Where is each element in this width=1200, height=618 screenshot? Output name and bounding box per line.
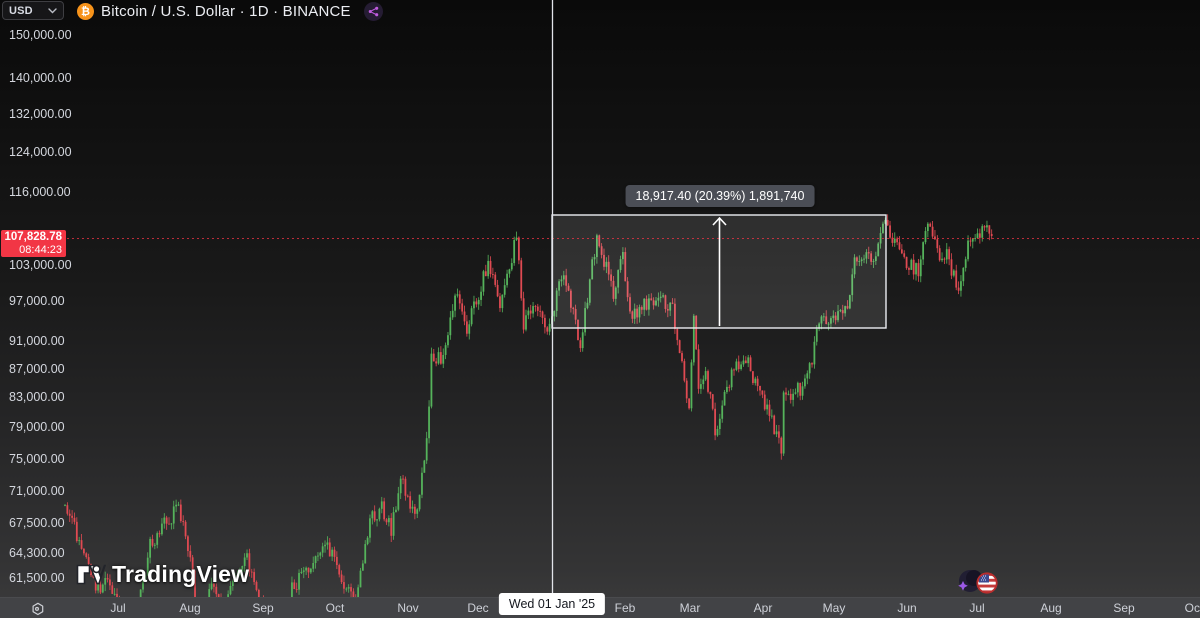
month-tick: Jun [897, 601, 917, 615]
month-tick: Oct [325, 601, 345, 615]
settings-gear-button[interactable] [28, 600, 46, 617]
price-tick: 150,000.00 [9, 28, 72, 42]
overlay-badges [953, 569, 1005, 596]
month-tick: Jul [969, 601, 985, 615]
price-tick: 71,000.00 [9, 484, 65, 498]
month-tick: Apr [753, 601, 773, 615]
month-tick: Dec [467, 601, 489, 615]
month-tick: Sep [252, 601, 274, 615]
measurement-label: 18,917.40 (20.39%) 1,891,740 [625, 185, 815, 207]
gear-icon [32, 602, 44, 615]
price-tick: 64,300.00 [9, 546, 65, 560]
month-tick: Jul [110, 601, 126, 615]
price-tick: 97,000.00 [9, 294, 65, 308]
price-tick: 87,000.00 [9, 362, 65, 376]
month-tick: Aug [179, 601, 201, 615]
price-axis[interactable]: 107,828.78 08:44:23 150,000.00 140,000.00… [0, 0, 72, 597]
price-tick: 103,000.00 [9, 258, 72, 272]
price-tick: 140,000.00 [9, 71, 72, 85]
month-tick: Feb [614, 601, 636, 615]
currency-selector-value: USD [9, 4, 33, 17]
price-tick: 61,500.00 [9, 571, 65, 585]
price-tick: 116,000.00 [9, 185, 71, 199]
moon-star-and-us-flag-icon [958, 570, 998, 594]
month-tick: Oct [1184, 601, 1200, 615]
month-tick: Sep [1113, 601, 1135, 615]
tradingview-watermark: TradingView [76, 561, 249, 588]
current-price-value: 107,828.78 [4, 230, 62, 243]
tradingview-logo-icon [76, 564, 106, 585]
chart-canvas[interactable] [0, 0, 1200, 597]
currency-selector[interactable]: USD [2, 1, 64, 20]
bitcoin-glyph: ₿ [81, 4, 90, 18]
month-tick: Nov [397, 601, 419, 615]
price-tick: 79,000.00 [9, 420, 65, 434]
month-tick: Aug [1040, 601, 1062, 615]
time-axis[interactable]: Wed 01 Jan '25 Jul Aug Sep Oct Nov Dec Feb Mar A… [0, 593, 1200, 618]
symbol-row: ₿ Bitcoin / U.S. Dollar · 1D · BINANCE [77, 1, 383, 21]
price-tick: 67,500.00 [9, 516, 65, 530]
share-button[interactable] [363, 1, 383, 21]
toolbar: USD ₿ Bitcoin / U.S. Dollar · 1D · BINAN… [0, 0, 1200, 22]
crosshair-date-label: Wed 01 Jan '25 [498, 593, 606, 615]
price-tick: 83,000.00 [9, 390, 65, 404]
bar-countdown: 08:44:23 [19, 243, 62, 256]
watermark-text: TradingView [112, 561, 250, 587]
current-price-label: 107,828.78 08:44:23 [1, 230, 66, 257]
chevron-down-icon [48, 7, 57, 13]
bitcoin-icon: ₿ [77, 2, 94, 20]
symbol-title[interactable]: Bitcoin / U.S. Dollar · 1D · BINANCE [101, 2, 351, 20]
month-tick: Mar [679, 601, 701, 615]
price-tick: 75,000.00 [9, 452, 65, 466]
price-tick: 91,000.00 [9, 334, 65, 348]
price-tick: 132,000.00 [9, 107, 72, 121]
price-tick: 124,000.00 [9, 145, 72, 159]
month-tick: May [822, 601, 846, 615]
share-icon [368, 6, 379, 16]
